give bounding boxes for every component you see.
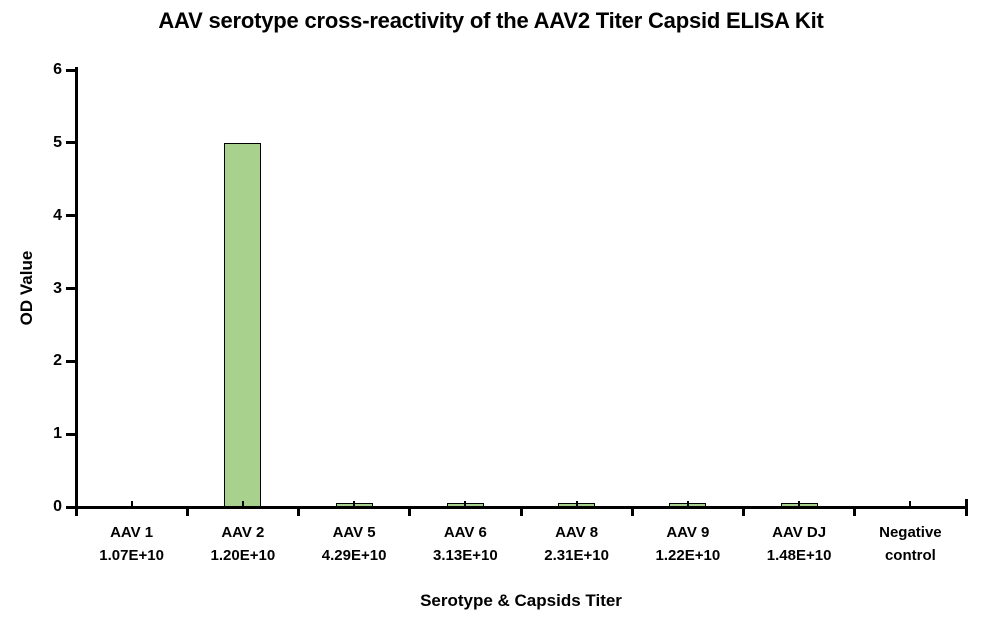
y-tick-label: 3 (53, 279, 62, 297)
category-label: AAV 2 1.20E+10 (187, 521, 298, 567)
x-minor-tick (130, 500, 133, 507)
x-tick (853, 507, 857, 516)
category-label-line: 1.20E+10 (210, 547, 276, 564)
x-minor-tick (464, 500, 467, 507)
category-label: AAV 6 3.13E+10 (410, 521, 521, 567)
y-tick-label: 4 (53, 206, 62, 224)
category-label-line: AAV 2 (221, 524, 265, 541)
y-tick (66, 214, 76, 218)
x-tick (185, 507, 189, 516)
x-tick (964, 499, 968, 516)
category-label-line: AAV DJ (772, 524, 827, 541)
category-label-line: AAV 9 (666, 524, 710, 541)
category-label: AAV DJ 1.48E+10 (744, 521, 855, 567)
y-tick (66, 359, 76, 363)
bar (224, 142, 262, 509)
category-label: Negative control (855, 521, 966, 567)
category-label-line: AAV 6 (443, 524, 487, 541)
x-minor-tick (686, 500, 689, 507)
category-label-line: 2.31E+10 (544, 547, 609, 564)
x-minor-tick (909, 500, 912, 507)
category-label-line: 1.07E+10 (99, 547, 164, 564)
chart-title: AAV serotype cross-reactivity of the AAV… (158, 8, 824, 33)
category-label-line: AAV 5 (332, 524, 376, 541)
category-label-line: AAV 1 (110, 524, 154, 541)
category-label-line: 4.29E+10 (321, 547, 387, 564)
category-label-line: Negative (879, 524, 942, 541)
category-label-line: 3.13E+10 (433, 547, 498, 564)
x-tick (297, 507, 300, 516)
y-tick-label: 5 (53, 133, 62, 151)
category-label-line: AAV 8 (555, 524, 599, 541)
category-label: AAV 5 4.29E+10 (299, 521, 410, 567)
category-label-line: 1.48E+10 (766, 547, 832, 564)
y-tick-label: 2 (53, 352, 62, 370)
category-label-line: control (884, 547, 936, 564)
category-label-line: 1.22E+10 (655, 547, 721, 564)
x-tick (630, 507, 634, 516)
x-tick (519, 507, 523, 516)
y-tick-label: 0 (53, 498, 62, 515)
category-label: AAV 1 1.07E+10 (76, 521, 187, 567)
x-tick (742, 507, 745, 516)
x-minor-tick (353, 500, 356, 507)
y-tick (66, 432, 76, 436)
x-tick (408, 507, 412, 516)
x-tick (74, 507, 78, 516)
x-minor-tick (241, 500, 244, 507)
category-label: AAV 9 1.22E+10 (632, 521, 743, 567)
y-tick (66, 68, 76, 72)
category-label: AAV 8 2.31E+10 (521, 521, 632, 567)
y-tick (66, 505, 76, 509)
y-tick (66, 287, 76, 290)
y-tick (66, 141, 76, 145)
x-axis-title: Serotype & Capsids Titer (420, 591, 622, 610)
x-minor-tick (798, 500, 801, 507)
x-minor-tick (575, 500, 578, 507)
y-tick-label: 1 (53, 425, 62, 443)
y-axis-line (74, 67, 78, 509)
y-tick-label: 6 (53, 61, 62, 78)
